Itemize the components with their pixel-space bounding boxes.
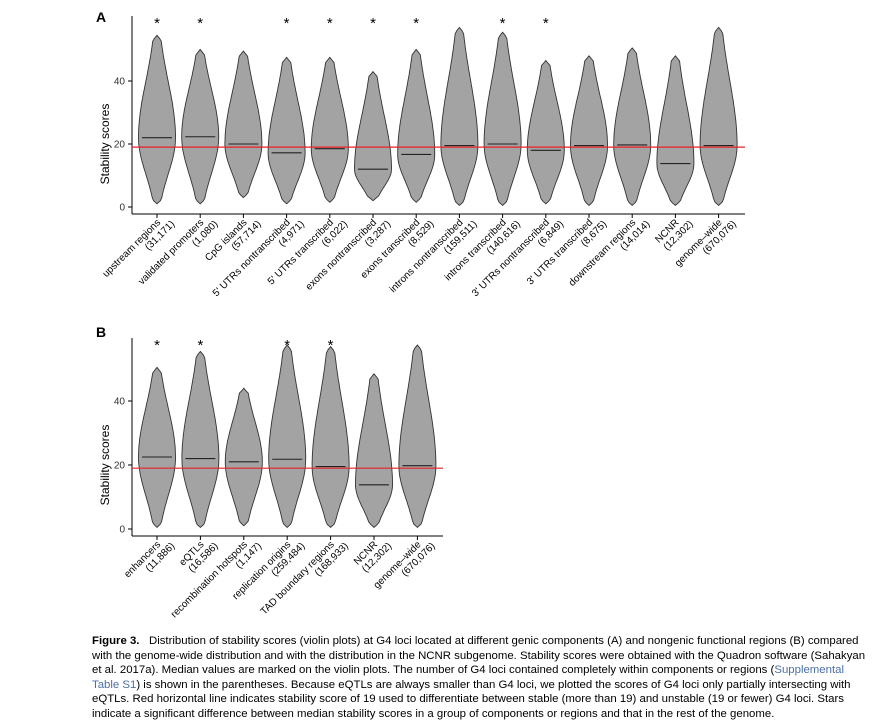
violin-11: [613, 47, 652, 207]
y-axis-label: Stability scores: [98, 104, 112, 185]
significance-star: *: [328, 337, 334, 354]
violin-4: [311, 345, 350, 529]
significance-star: *: [413, 15, 419, 32]
significance-star: *: [154, 15, 160, 32]
significance-star: *: [500, 15, 506, 32]
x-tick-label: enhancers(11,886): [122, 533, 177, 588]
violin-5: [354, 70, 392, 202]
x-tick-label: genome–wide(670,076): [372, 533, 438, 599]
y-tick-label: 20: [114, 140, 126, 151]
violin-1: [181, 350, 220, 529]
caption-label: Figure 3.: [92, 635, 140, 647]
significance-star: *: [154, 337, 160, 354]
violin-7: [440, 26, 479, 207]
y-tick-label: 20: [114, 461, 126, 472]
violin-9: [526, 59, 565, 205]
supplemental-link[interactable]: Supplemental Table S1: [92, 664, 845, 691]
significance-star: *: [197, 337, 203, 354]
violin-3: [267, 56, 306, 205]
significance-star: *: [370, 15, 376, 32]
panel-label: A: [96, 9, 106, 25]
chart-panel-b: B Stability scores 0 20 40 * enhancers(11,886)…: [96, 324, 443, 620]
violin-3: [268, 344, 307, 529]
violin-6: [397, 48, 436, 203]
violin-2: [224, 50, 263, 199]
y-tick-label: 0: [119, 203, 125, 214]
violin-8: [483, 31, 522, 207]
significance-star: *: [543, 15, 549, 32]
violin-1: [181, 48, 220, 205]
violin-6: [398, 344, 437, 529]
x-tick-label: genome–wide(670,076): [673, 211, 739, 277]
violin-10: [570, 55, 608, 207]
violin-0: [138, 366, 176, 529]
y-axis-label: Stability scores: [98, 425, 112, 506]
violin-4: [310, 56, 349, 203]
y-tick-label: 40: [114, 397, 126, 408]
violin-13: [699, 26, 738, 207]
caption-text-2: ) is shown in the parentheses. Because e…: [92, 678, 851, 720]
violin-5: [355, 373, 393, 528]
violin-2: [224, 387, 263, 527]
significance-star: *: [197, 15, 203, 32]
y-tick-label: 40: [114, 77, 126, 88]
significance-star: *: [284, 337, 290, 354]
caption-text-1: Distribution of stability scores (violin…: [92, 635, 866, 677]
figure-caption: Figure 3. Distribution of stability scor…: [92, 634, 872, 722]
violin-12: [656, 55, 695, 206]
y-tick-label: 0: [119, 525, 125, 536]
significance-star: *: [284, 15, 290, 32]
violin-0: [138, 34, 176, 205]
significance-star: *: [327, 15, 333, 32]
panel-label: B: [96, 324, 106, 340]
